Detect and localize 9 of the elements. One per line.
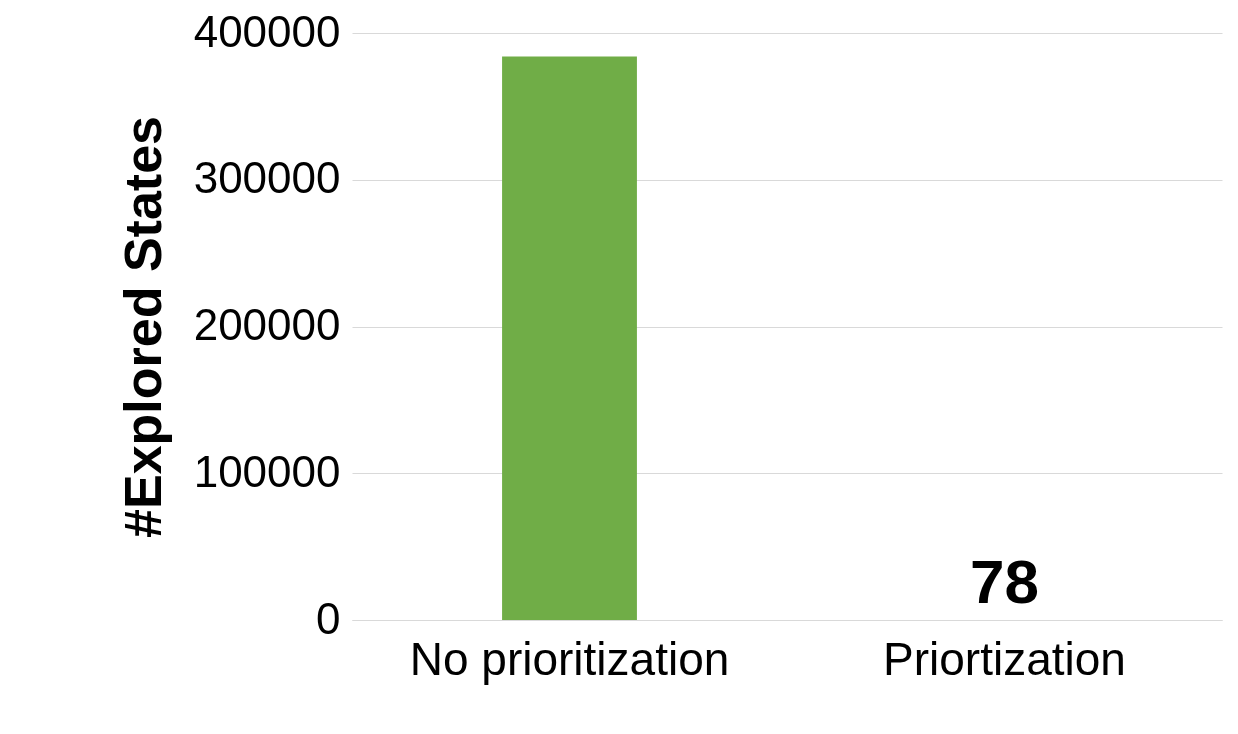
data-label: 78 [970,546,1039,616]
y-axis-title: #Explored States [113,116,172,538]
y-tick-label: 400000 [193,6,341,56]
y-tick-label: 0 [316,593,341,643]
y-tick-label: 300000 [193,153,341,203]
y-tick-label: 200000 [193,300,341,349]
x-tick-label: No prioritization [409,632,730,685]
y-tick-label: 100000 [193,446,341,496]
x-tick-label: Priortization [883,632,1126,685]
